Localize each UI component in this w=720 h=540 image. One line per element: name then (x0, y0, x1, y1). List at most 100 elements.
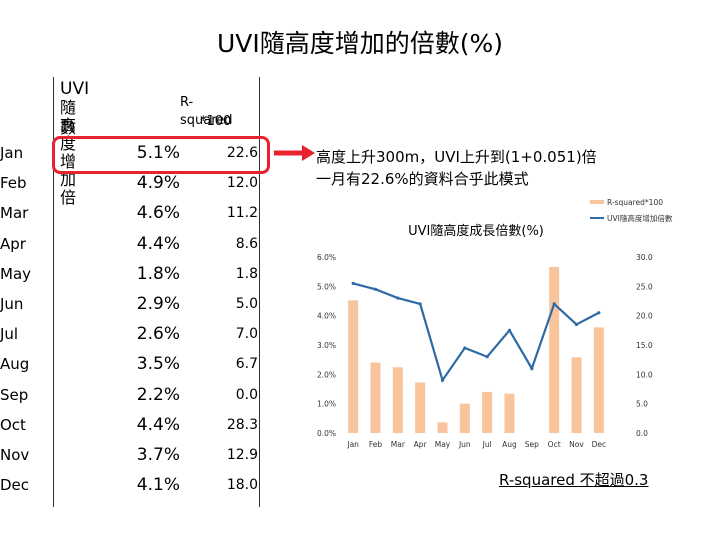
line-point (396, 296, 400, 300)
row-growth: 5.1% (136, 143, 180, 163)
y-right-tick-label: 15.0 (636, 341, 653, 350)
line-point (552, 302, 556, 306)
row-month: Aug (0, 355, 30, 374)
y-left-tick-label: 0.0% (317, 429, 336, 438)
r2-header-line2: *100 (200, 114, 232, 129)
row-r-squared: 28.3 (226, 416, 258, 433)
row-r-squared: 22.6 (226, 145, 258, 161)
highlight-box (52, 136, 270, 174)
y-right-tick-label: 5.0 (636, 400, 648, 409)
table-divider-left (53, 77, 54, 507)
x-tick-label: Apr (414, 440, 428, 449)
row-growth: 4.4% (136, 414, 180, 435)
row-month: Jan (0, 144, 24, 162)
y-right-tick-label: 20.0 (636, 312, 653, 321)
legend: R-squared*100 UVI隨高度增加倍數 (590, 198, 673, 223)
row-growth: 2.2% (136, 384, 180, 405)
row-r-squared: 6.7 (235, 356, 258, 373)
row-month: Apr (0, 234, 26, 253)
x-tick-label: Mar (391, 440, 406, 449)
row-r-squared: 5.0 (235, 296, 258, 312)
y-right-tick-label: 25.0 (636, 282, 653, 291)
row-month: Dec (0, 476, 30, 495)
row-r-squared: 7.0 (235, 326, 258, 343)
chart: UVI隨高度成長倍數(%) R-squared*100 UVI隨高度增加倍數 0… (317, 198, 673, 449)
x-tick-label: May (435, 440, 451, 449)
row-growth: 1.8% (136, 263, 180, 284)
row-r-squared: 18.0 (226, 477, 258, 494)
row-month: Mar (0, 204, 29, 223)
line-point (597, 311, 601, 315)
row-month: Jul (0, 325, 19, 344)
table-divider-right (259, 77, 260, 507)
row-growth: 4.6% (136, 203, 180, 224)
y-left-tick-label: 3.0% (317, 341, 336, 350)
row-growth: 3.7% (136, 445, 180, 465)
plot-area: 0.0% 1.0% 2.0% 3.0% 4.0% 5.0% 6.0% 0.0 5.0 10.0 15… (317, 253, 653, 449)
bar (593, 327, 604, 433)
bar (482, 391, 493, 433)
growth-header-line1: UVI (60, 79, 90, 99)
chart-title: UVI隨高度成長倍數(%) (408, 223, 544, 239)
line-point (351, 281, 355, 285)
row-growth: 2.9% (136, 294, 180, 314)
bar (459, 403, 470, 433)
line-point (373, 287, 378, 291)
legend-label-bar: R-squared*100 (607, 198, 663, 207)
x-tick-label: Jul (482, 440, 492, 449)
r2-header-line1: R-squared (180, 95, 233, 128)
y-right-tick-label: 30.0 (636, 253, 653, 262)
legend-swatch-bar (590, 200, 604, 204)
row-r-squared: 0.0 (235, 386, 258, 403)
row-r-squared: 11.2 (226, 205, 258, 222)
line-point (418, 302, 422, 306)
bar (437, 422, 448, 433)
annotation-note: 高度上升300m，UVI上升到(1+0.051)倍 一月有22.6%的資料合乎此… (316, 148, 597, 188)
y-left-tick-label: 5.0% (317, 282, 336, 291)
y-left-tick-label: 6.0% (317, 253, 336, 262)
y-left-tick-label: 4.0% (317, 312, 336, 321)
x-tick-label: Sep (525, 440, 539, 449)
line-point (530, 366, 534, 371)
x-tick-label: Jun (458, 440, 471, 449)
row-month: Oct (0, 415, 26, 434)
x-tick-label: Dec (592, 440, 607, 449)
line-point (574, 322, 579, 327)
bar (504, 393, 515, 433)
bar (571, 357, 582, 433)
row-growth: 4.9% (136, 173, 180, 194)
row-r-squared: 12.9 (226, 447, 258, 463)
growth-header-line3: 數 (60, 118, 77, 137)
row-growth: 2.6% (136, 324, 180, 345)
x-tick-label: Nov (569, 440, 584, 449)
line-point (440, 378, 445, 382)
row-r-squared: 1.8 (235, 265, 258, 282)
bar (370, 362, 381, 433)
row-growth: 4.4% (136, 233, 180, 254)
line-point (463, 346, 467, 350)
bar (348, 300, 359, 433)
x-tick-label: Aug (502, 440, 517, 449)
series-line (352, 282, 600, 383)
row-month: Nov (0, 446, 30, 464)
row-growth: 4.1% (136, 475, 180, 496)
y-left-tick-label: 1.0% (317, 400, 336, 409)
conclusion-text: R-squared 不超過0.3 (499, 471, 649, 489)
x-tick-label: Jan (346, 440, 359, 449)
line-point (485, 355, 489, 359)
row-r-squared: 8.6 (235, 235, 258, 252)
y-right-tick-label: 10.0 (636, 370, 653, 379)
x-tick-label: Feb (369, 440, 383, 449)
row-month: Jun (0, 295, 24, 313)
row-month: Sep (0, 385, 29, 404)
y-left-tick-label: 2.0% (317, 370, 336, 379)
slide-title: UVI隨高度增加的倍數(%) (216, 29, 504, 58)
row-growth: 3.5% (136, 354, 180, 375)
y-right-tick-label: 0.0 (636, 429, 648, 438)
legend-label-line: UVI隨高度增加倍數 (607, 213, 673, 223)
row-r-squared: 12.0 (226, 175, 258, 192)
growth-header-line2: 隨高度增加倍 (60, 98, 77, 207)
x-tick-label: Oct (548, 440, 561, 449)
row-month: May (0, 264, 32, 283)
line-point (507, 328, 512, 332)
